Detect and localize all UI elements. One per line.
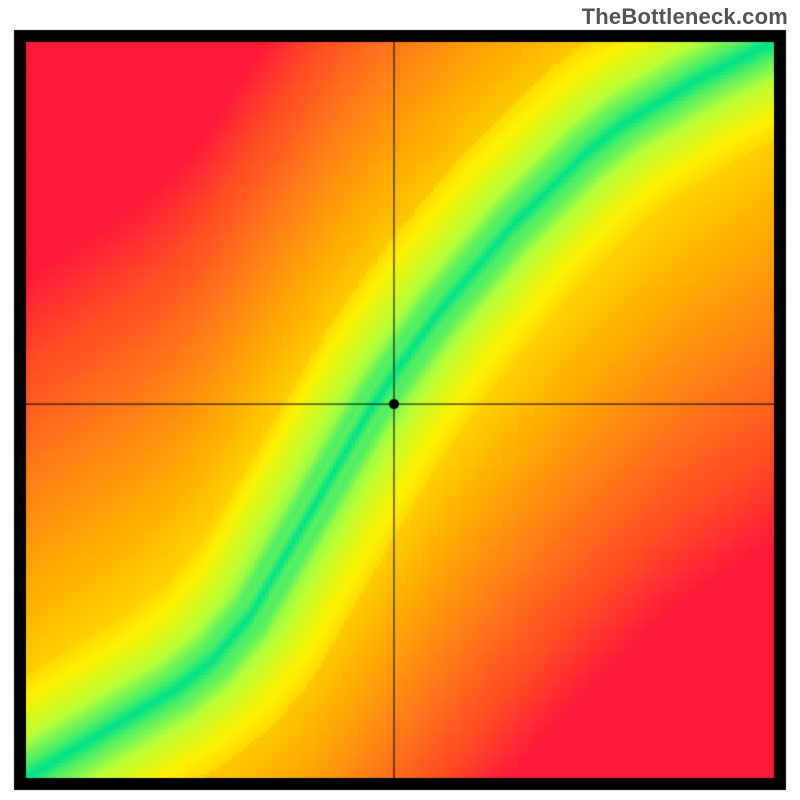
heatmap-canvas bbox=[0, 0, 800, 800]
watermark-text: TheBottleneck.com bbox=[582, 4, 788, 30]
